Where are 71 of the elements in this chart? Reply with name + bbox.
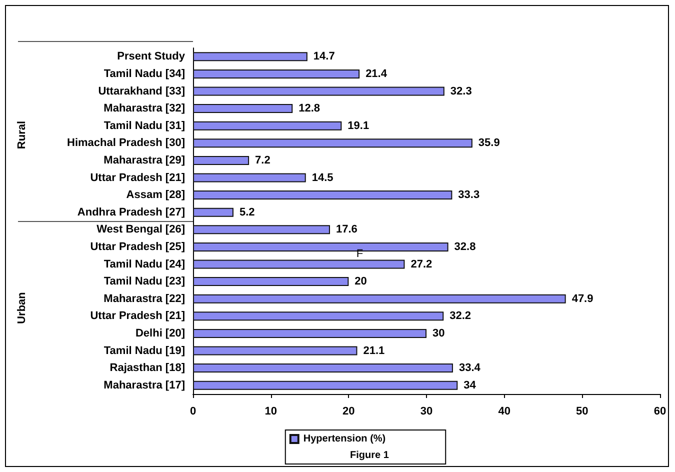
bar — [193, 121, 342, 130]
y-tick-label: Maharastra [22] — [104, 292, 186, 305]
bar — [193, 277, 349, 286]
bar — [193, 364, 453, 373]
data-label: 12.8 — [298, 102, 320, 115]
legend-label: Hypertension (%) — [303, 434, 386, 444]
bar — [193, 138, 472, 148]
bar — [193, 260, 405, 269]
data-label: 33.3 — [458, 189, 480, 202]
y-tick-label: Maharastra [29] — [104, 154, 186, 166]
bar — [193, 328, 426, 338]
data-label: 14.5 — [312, 172, 334, 184]
y-tick-label: Prsent Study — [117, 50, 186, 63]
bar — [193, 208, 234, 217]
data-label: 17.6 — [336, 224, 358, 236]
data-label: 33.4 — [458, 362, 482, 374]
data-label: 32.2 — [450, 310, 472, 322]
bar — [193, 156, 250, 165]
x-tick-label: 50 — [576, 406, 588, 418]
caption: Figure 1 — [350, 450, 389, 461]
y-tick-label: Assam [28] — [126, 189, 186, 202]
data-label: 20 — [354, 276, 367, 288]
y-tick-label: Uttar Pradesh [21] — [90, 172, 186, 184]
x-tick-label: 20 — [342, 406, 355, 418]
text: Urban — [16, 292, 28, 324]
data-label: 5.2 — [239, 206, 255, 218]
data-label: 34 — [464, 379, 477, 392]
data-label: 32.3 — [450, 85, 472, 98]
x-tick-label: 40 — [498, 406, 510, 418]
data-label: 35.9 — [478, 137, 500, 150]
bar — [193, 312, 444, 321]
data-label: 21.4 — [366, 68, 388, 80]
y-tick-label: Andhra Pradesh [27] — [77, 206, 186, 218]
y-tick-label: West Bengal [26] — [96, 224, 186, 236]
y-tick-label: Delhi [20] — [135, 327, 186, 340]
text: Rural — [16, 120, 28, 149]
data-label: 32.8 — [454, 240, 476, 253]
bar — [193, 69, 360, 78]
y-tick-label: Maharastra [32] — [104, 102, 186, 115]
bar — [193, 190, 452, 200]
bar — [193, 380, 458, 390]
bar — [193, 346, 358, 356]
data-label: 47.9 — [572, 292, 594, 305]
y-tick-label: Maharastra [17] — [104, 379, 186, 392]
y-tick-label: Tamil Nadu [31] — [104, 120, 186, 132]
data-label: 14.7 — [313, 50, 335, 63]
bar — [193, 225, 330, 234]
bar — [193, 52, 308, 62]
bar — [193, 86, 444, 96]
y-tick-label: Uttarakhand [33] — [98, 85, 186, 98]
bar — [193, 294, 566, 304]
x-tick-label: 0 — [190, 406, 196, 418]
x-tick-label: 60 — [654, 406, 666, 418]
y-tick-label: Uttar Pradesh [25] — [90, 240, 186, 253]
y-tick-label: Uttar Pradesh [21] — [90, 310, 186, 322]
y-tick-label: Rajasthan [18] — [110, 362, 186, 374]
annotation: F — [356, 248, 364, 260]
data-label: 27.2 — [410, 258, 432, 270]
y-tick-label: Tamil Nadu [34] — [104, 68, 186, 80]
bar — [193, 173, 306, 182]
y-tick-label: Himachal Pradesh [30] — [67, 137, 186, 150]
y-tick-label: Tamil Nadu [23] — [104, 276, 186, 288]
x-tick-label: 30 — [420, 406, 433, 418]
data-label: 30 — [432, 327, 445, 340]
data-label: 19.1 — [348, 120, 370, 132]
y-tick-label: Tamil Nadu [24] — [104, 258, 186, 270]
bar — [193, 104, 293, 114]
y-tick-label: Tamil Nadu [19] — [104, 344, 186, 357]
data-label: 21.1 — [363, 344, 385, 357]
x-tick-label: 10 — [264, 406, 277, 418]
data-label: 7.2 — [255, 154, 270, 166]
